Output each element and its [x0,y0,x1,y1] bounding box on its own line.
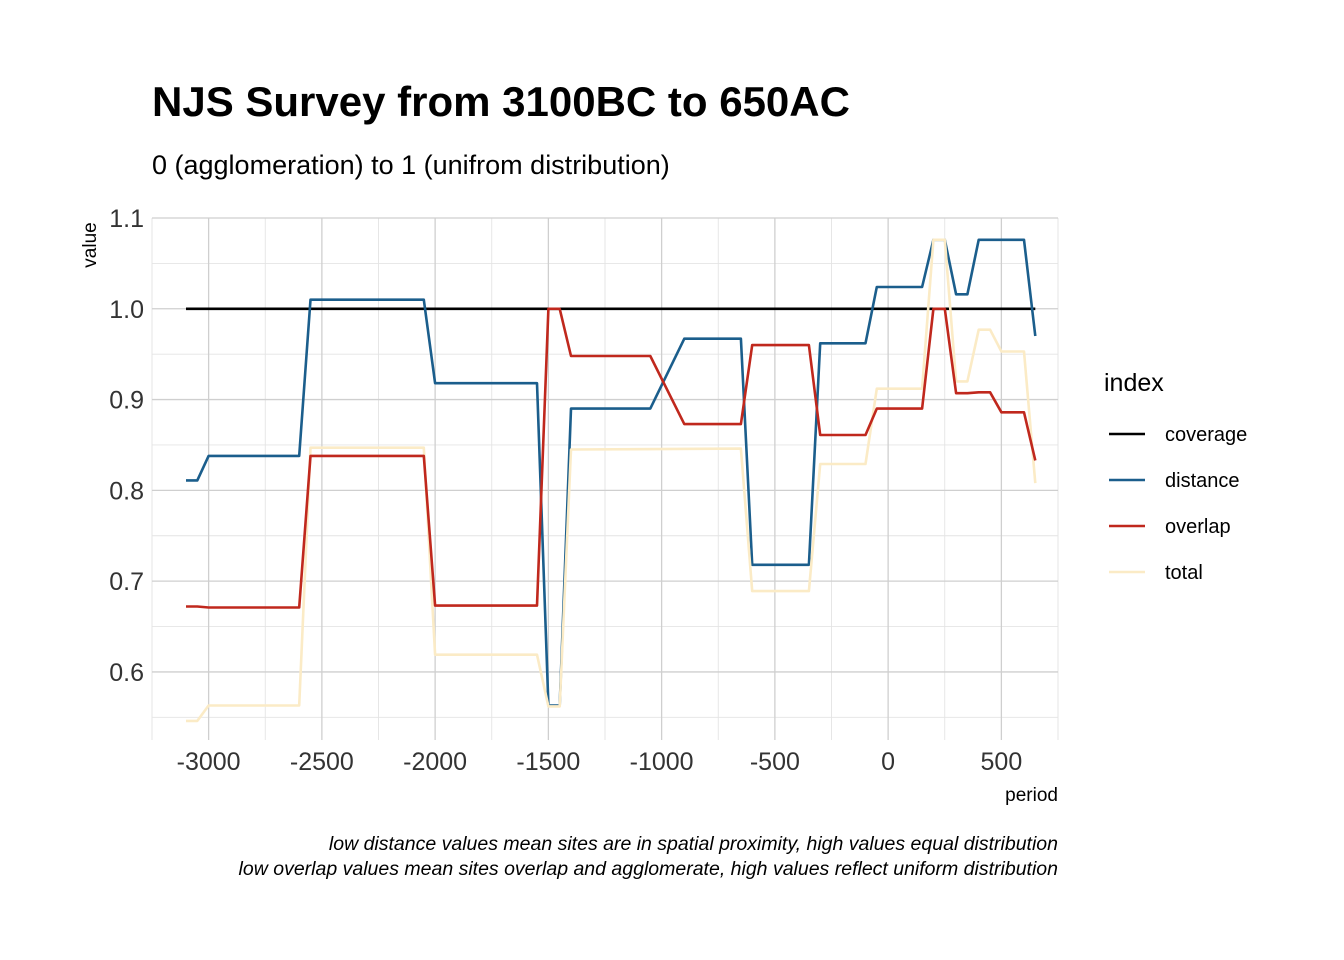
series-line-distance [186,238,1037,707]
caption-line-2: low overlap values mean sites overlap an… [239,858,1058,880]
y-tick-label: 1.0 [109,296,144,324]
legend-title: index [1104,369,1164,397]
series-line-total [186,238,1037,723]
y-tick-label: 0.9 [109,387,144,415]
y-axis-title: value [80,222,101,267]
legend-label-total: total [1165,562,1203,584]
x-axis-ticks: -3000 -2500 -2000 -1500 -1000 -500 0 500 [177,748,1023,776]
chart-subtitle: 0 (agglomeration) to 1 (unifrom distribu… [152,150,670,180]
caption-line-1: low distance values mean sites are in sp… [329,833,1058,855]
y-tick-label: 0.6 [109,659,144,687]
series-line-overlap [186,307,1037,609]
x-tick-label: -1500 [516,748,580,776]
y-tick-label: 0.8 [109,477,144,505]
grid [151,217,1059,740]
y-tick-label: 1.1 [109,205,144,233]
caption: low distance values mean sites are in sp… [239,833,1058,880]
legend-label-distance: distance [1165,470,1240,492]
legend-label-coverage: coverage [1165,424,1247,446]
x-tick-label: -500 [750,748,800,776]
x-axis-title: period [1005,785,1058,806]
x-tick-label: -2000 [403,748,467,776]
x-tick-label: -3000 [177,748,241,776]
y-axis-ticks: 0.6 0.7 0.8 0.9 1.0 1.1 [109,205,144,687]
x-tick-label: 500 [981,748,1023,776]
chart-title: NJS Survey from 3100BC to 650AC [152,78,850,125]
x-tick-label: -2500 [290,748,354,776]
x-tick-label: 0 [881,748,895,776]
x-tick-label: -1000 [630,748,694,776]
legend-label-overlap: overlap [1165,516,1231,538]
legend: index coverage distance overlap total [1104,369,1247,584]
y-tick-label: 0.7 [109,568,144,596]
series-layer [186,238,1037,723]
